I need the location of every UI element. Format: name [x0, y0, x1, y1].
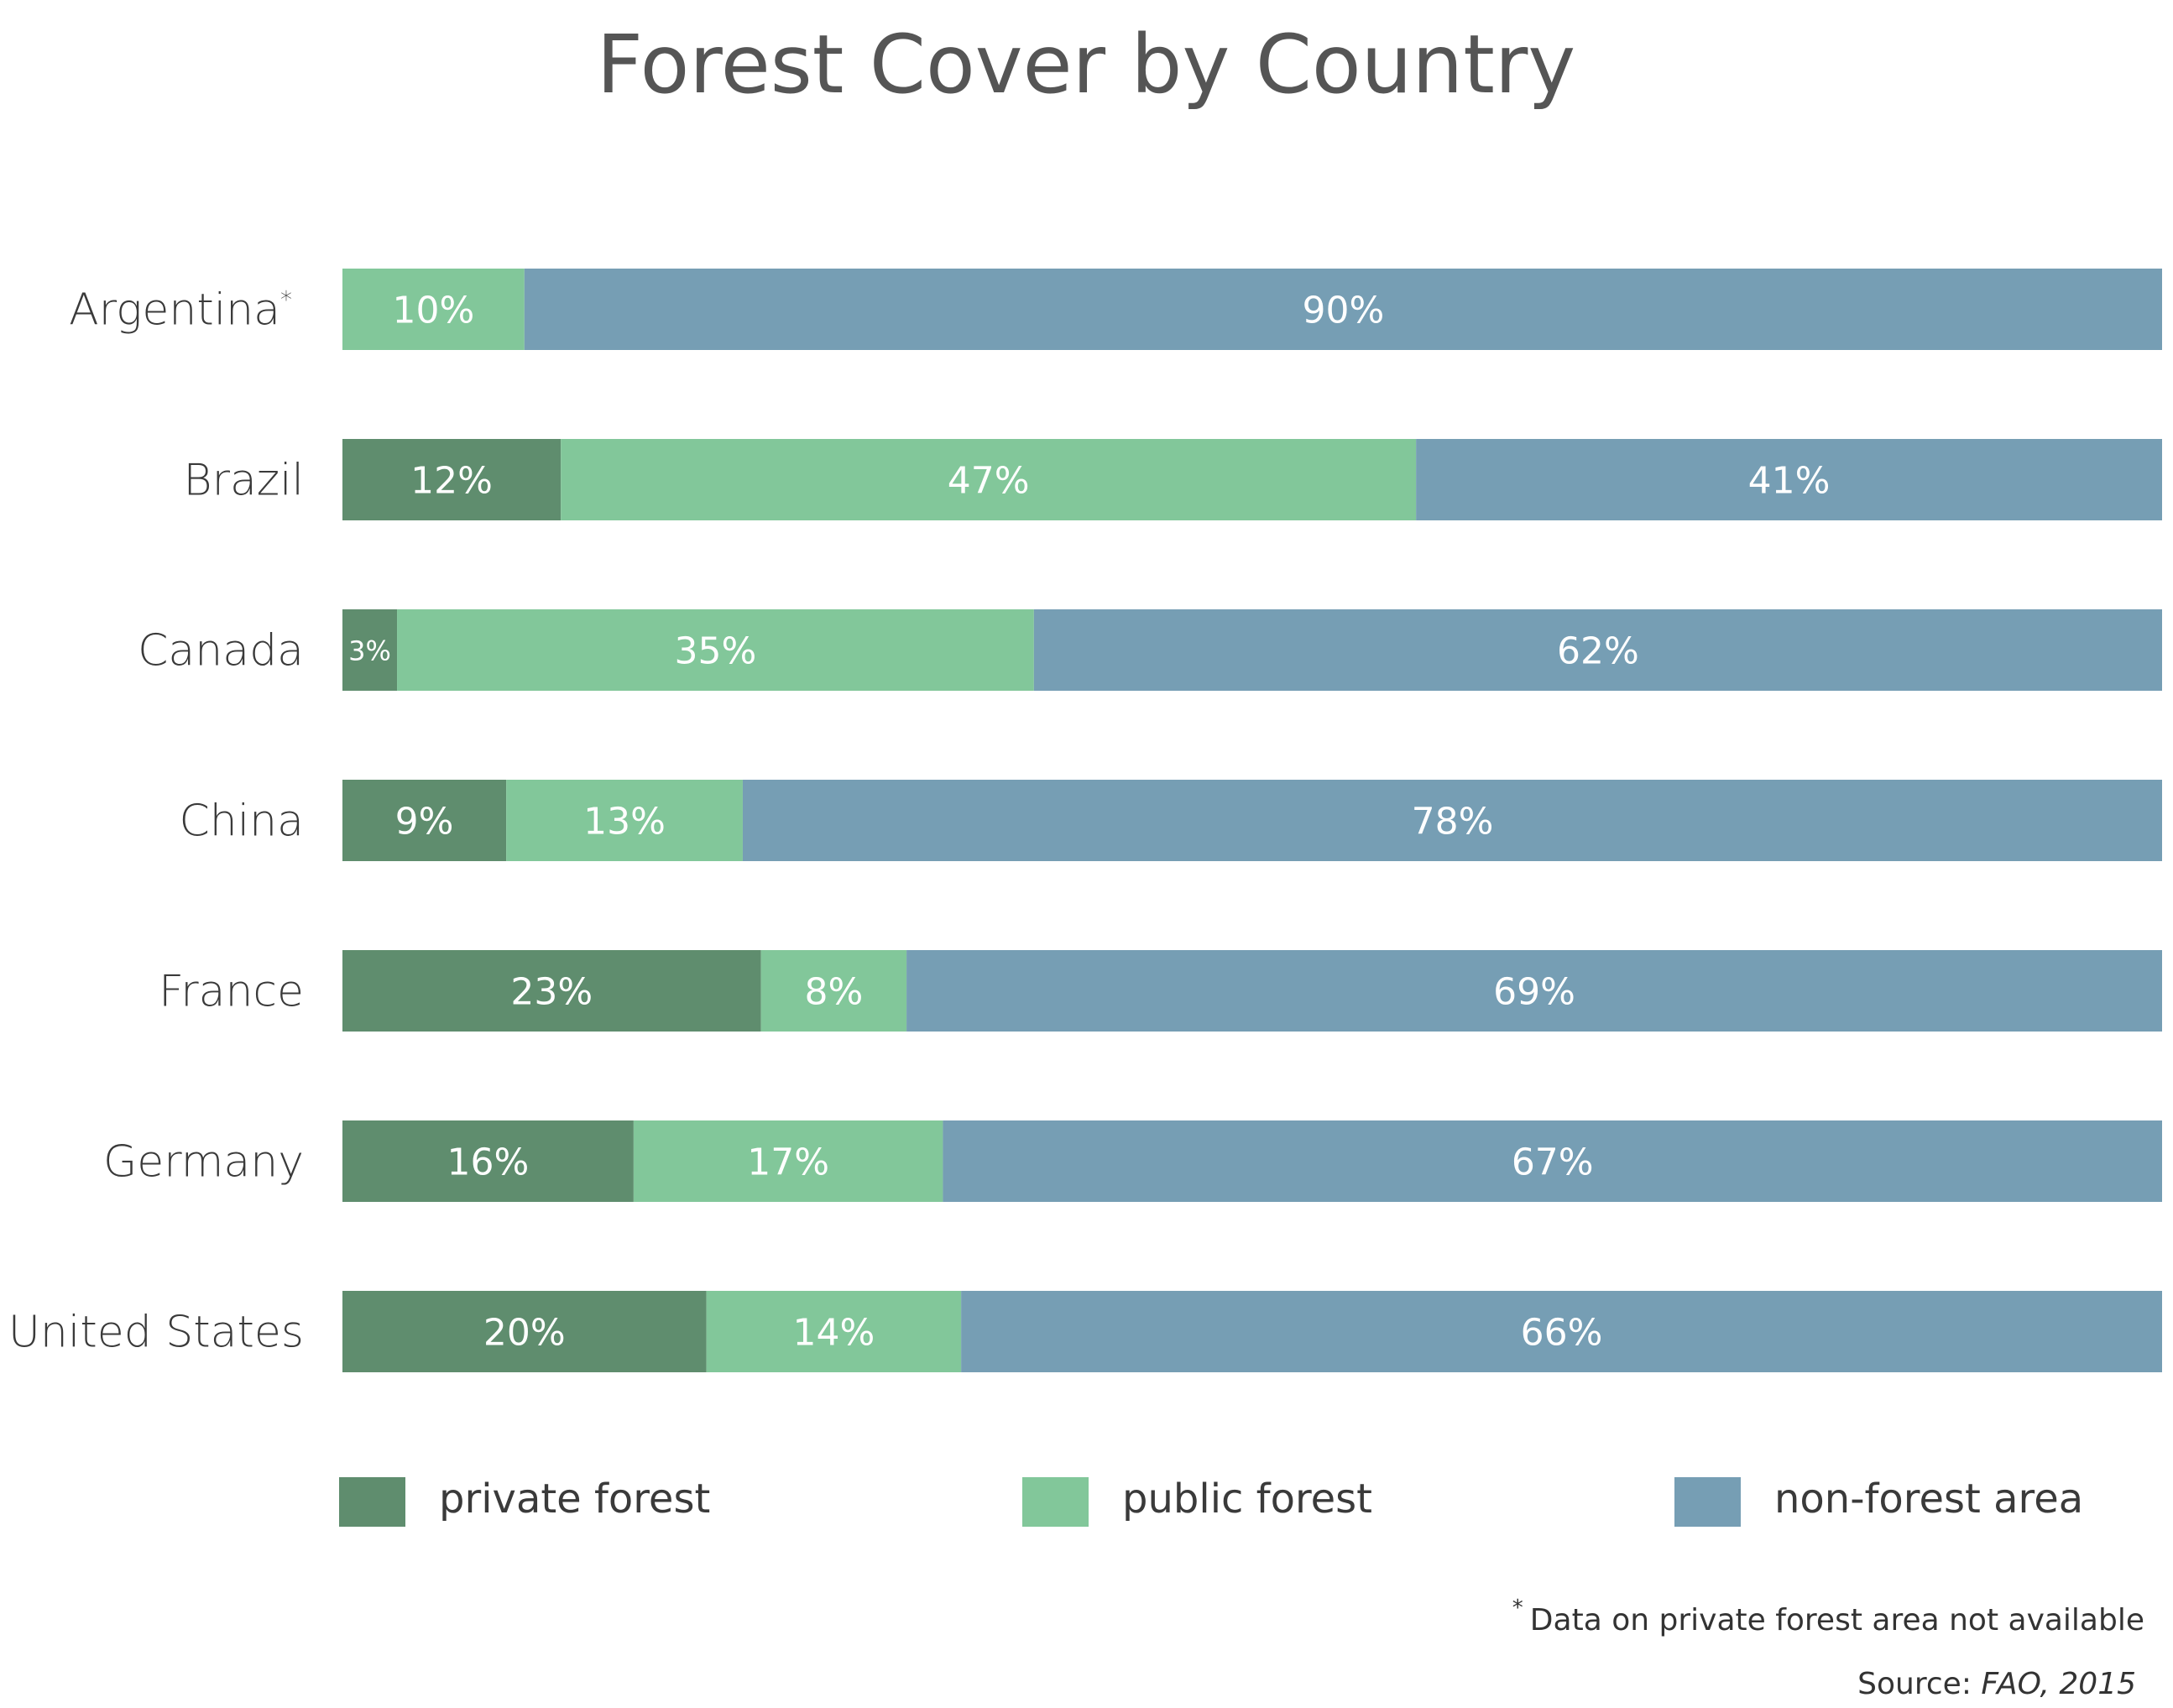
data-label-germany-private-forest: 16% [447, 1141, 530, 1184]
bar-germany-non-forest-area [943, 1120, 2162, 1202]
bar-brazil-non-forest-area [1416, 439, 2162, 520]
legend-swatch-non-forest-area [1674, 1477, 1741, 1527]
data-label-canada-non-forest-area: 62% [1557, 630, 1639, 673]
bar-canada-private-forest [342, 609, 398, 691]
data-label-china-public-forest: 13% [583, 801, 666, 844]
bar-argentina-non-forest-area [524, 269, 2162, 350]
data-label-china-private-forest: 9% [395, 801, 454, 844]
bar-france-public-forest [760, 950, 907, 1032]
data-label-france-public-forest: 8% [804, 971, 863, 1014]
data-label-united-states-private-forest: 20% [483, 1312, 566, 1355]
category-label-canada: Canada [138, 626, 304, 676]
bar-united-states-public-forest [706, 1291, 962, 1372]
category-label-argentina: Argentina* [69, 285, 292, 336]
category-label-brazil: Brazil [184, 456, 304, 506]
data-label-brazil-private-forest: 12% [410, 460, 493, 503]
bar-brazil-private-forest [342, 439, 562, 520]
legend: private forest public forest non-forest ar… [339, 1476, 2083, 1527]
bar-canada-non-forest-area [1033, 609, 2162, 691]
footnote-text: Data on private forest area not availabl… [1530, 1603, 2144, 1637]
category-label-france: France [159, 967, 304, 1017]
bar-brazil-public-forest [561, 439, 1417, 520]
footnote: * Data on private forest area not availab… [1512, 1596, 2144, 1637]
source-value: FAO, 2015 [1981, 1667, 2136, 1701]
footnote-star: * [1512, 1596, 1523, 1621]
data-label-brazil-non-forest-area: 41% [1748, 460, 1831, 503]
legend-label-non-forest-area: non-forest area [1774, 1476, 2083, 1523]
data-label-brazil-public-forest: 47% [948, 460, 1030, 503]
source-line: Source: FAO, 2015 [1857, 1667, 2136, 1701]
data-label-germany-non-forest-area: 67% [1512, 1141, 1594, 1184]
data-label-argentina-non-forest-area: 90% [1303, 290, 1385, 332]
data-label-france-non-forest-area: 69% [1493, 971, 1575, 1014]
legend-label-private-forest: private forest [439, 1476, 710, 1523]
data-label-china-non-forest-area: 78% [1412, 801, 1494, 844]
data-label-united-states-public-forest: 14% [792, 1312, 875, 1355]
bar-china-private-forest [342, 780, 507, 861]
data-label-canada-public-forest: 35% [675, 630, 757, 673]
bar-china-public-forest [506, 780, 743, 861]
bar-argentina-public-forest [342, 269, 525, 350]
source-label: Source: [1857, 1667, 1981, 1701]
data-label-united-states-non-forest-area: 66% [1521, 1312, 1603, 1355]
legend-swatch-public-forest [1022, 1477, 1089, 1527]
category-label-united-states: United States [8, 1308, 304, 1358]
bar-united-states-private-forest [342, 1291, 707, 1372]
data-label-france-private-forest: 23% [510, 971, 593, 1014]
category-label-germany: Germany [103, 1137, 304, 1188]
bar-france-non-forest-area [906, 950, 2162, 1032]
bar-germany-private-forest [342, 1120, 634, 1202]
legend-label-public-forest: public forest [1122, 1476, 1372, 1523]
data-label-canada-private-forest: 3% [348, 635, 391, 667]
legend-swatch-private-forest [339, 1477, 405, 1527]
bar-france-private-forest [342, 950, 761, 1032]
bar-canada-public-forest [397, 609, 1034, 691]
bars-layer: Argentina* 10% 90% Brazil 12% 47% 41% Canada 3% 3… [8, 269, 2163, 1372]
chart-title: Forest Cover by Country [597, 18, 1575, 112]
category-label-china: China [179, 797, 304, 847]
data-label-argentina-public-forest: 10% [393, 290, 475, 332]
bar-germany-public-forest [633, 1120, 943, 1202]
bar-china-non-forest-area [742, 780, 2163, 861]
data-label-germany-public-forest: 17% [747, 1141, 829, 1184]
bar-united-states-non-forest-area [961, 1291, 2162, 1372]
